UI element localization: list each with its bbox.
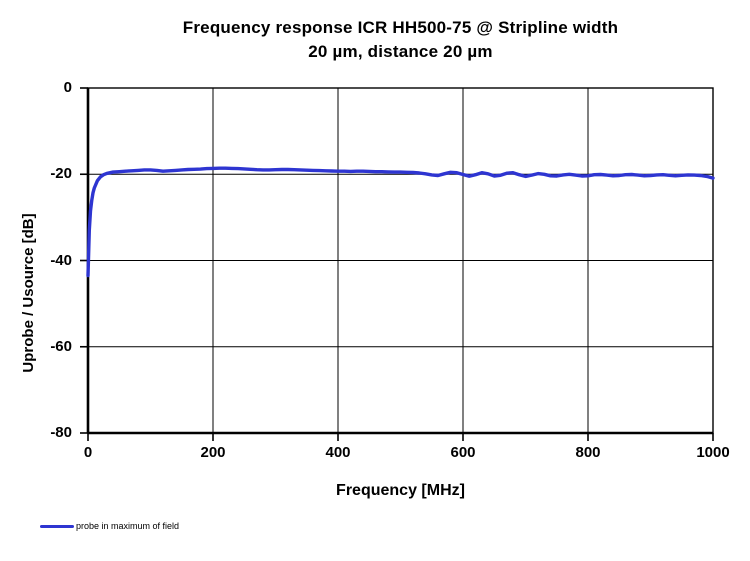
y-tick-label: -80 <box>50 424 72 441</box>
legend: probe in maximum of field <box>40 520 179 532</box>
frequency-response-plot <box>80 87 715 441</box>
chart-title-line-2: 20 µm, distance 20 µm <box>308 42 493 61</box>
chart-title-line-1: Frequency response ICR HH500-75 @ Stripl… <box>182 18 619 37</box>
x-tick-label: 400 <box>325 444 351 461</box>
x-axis-title: Frequency [MHz] <box>336 482 465 499</box>
x-tick-label: 1000 <box>696 444 730 461</box>
y-tick-label: 0 <box>63 79 72 96</box>
y-axis-tick-labels: 0 -20 -40 -60 -80 <box>0 0 80 470</box>
x-axis-tick-labels: 0 200 400 600 800 1000 <box>84 444 730 462</box>
x-tick-label: 600 <box>450 444 476 461</box>
y-tick-label: -20 <box>50 165 72 183</box>
x-tick-label: 200 <box>200 444 226 461</box>
legend-line-marker-icon <box>40 524 74 528</box>
y-tick-label: -60 <box>50 337 72 355</box>
chart-title: Frequency response ICR HH500-75 @ Stripl… <box>88 16 713 64</box>
x-tick-label: 0 <box>83 444 93 461</box>
legend-series-label: probe in maximum of field <box>76 521 180 531</box>
y-tick-label: -40 <box>50 251 72 269</box>
x-tick-label: 800 <box>575 444 601 461</box>
